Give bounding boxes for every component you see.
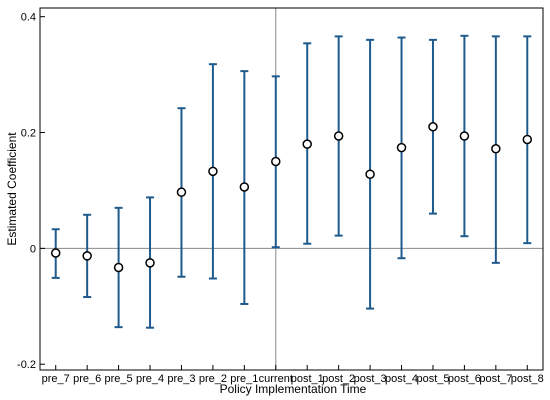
point-estimate-marker (82, 251, 92, 261)
y-tick-label: -0.2 (17, 359, 36, 371)
x-axis-title: Policy Implementation Time (220, 382, 367, 396)
y-axis: -0.2 0 0.2 0.4 (17, 12, 45, 371)
reference-lines (40, 8, 543, 370)
plot-border (39, 7, 544, 371)
error-bars (51, 34, 532, 329)
point-estimate-marker (239, 182, 250, 192)
point-estimate-marker (491, 143, 501, 154)
x-tick-label: post_3 (354, 373, 387, 385)
point-estimate-marker (396, 142, 407, 153)
point-estimate-marker (365, 169, 375, 179)
x-tick-label: pre_2 (199, 373, 227, 385)
x-tick-label: pre_5 (105, 373, 133, 385)
x-tick-label: post_4 (385, 373, 418, 385)
x-axis: pre_7 pre_6 pre_5 pre_4 pre_3 pre_2 pre_1 curre… (42, 365, 544, 385)
x-tick-label: post_6 (448, 373, 481, 385)
x-tick-label: pre_1 (230, 373, 258, 385)
x-tick-label: post_5 (416, 373, 449, 385)
y-tick-label: 0 (30, 243, 36, 255)
point-estimate-marker (302, 139, 312, 149)
x-tick-label: pre_4 (136, 373, 164, 385)
point-estimate-marker (50, 248, 61, 258)
x-tick-label: post_8 (511, 373, 544, 385)
point-estimate-marker (176, 187, 187, 197)
x-tick-label: current (259, 373, 293, 385)
y-tick-label: 0.4 (21, 12, 36, 24)
x-tick-label: pre_6 (73, 373, 101, 385)
point-estimate-marker (333, 131, 344, 141)
x-tick-label: post_2 (322, 373, 355, 385)
plot-frame (39, 7, 544, 371)
y-tick-label: 0.2 (21, 128, 36, 140)
point-estimate-marker (459, 131, 470, 141)
point-estimate-marker (208, 166, 218, 177)
x-tick-label: post_7 (479, 373, 512, 385)
x-tick-label: pre_7 (42, 373, 70, 385)
point-estimate-marker (113, 262, 124, 273)
x-tick-label: post_1 (291, 373, 324, 385)
y-axis-title: Estimated Coefficient (5, 132, 19, 246)
point-markers (50, 121, 533, 273)
point-estimate-marker (145, 258, 155, 268)
x-tick-label: pre_3 (167, 373, 195, 385)
point-estimate-marker (522, 134, 533, 145)
point-estimate-marker (271, 156, 281, 167)
point-estimate-marker (428, 121, 438, 132)
